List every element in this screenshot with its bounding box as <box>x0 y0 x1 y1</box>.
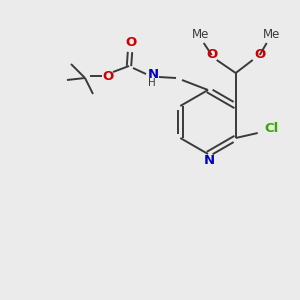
Text: O: O <box>102 70 114 83</box>
Text: Cl: Cl <box>265 122 279 134</box>
Text: N: N <box>203 154 214 167</box>
Text: Me: Me <box>263 28 281 40</box>
Text: O: O <box>125 37 136 50</box>
Text: H: H <box>148 78 156 88</box>
Text: Me: Me <box>192 28 209 40</box>
Text: N: N <box>147 68 159 80</box>
Text: O: O <box>254 49 265 62</box>
Text: O: O <box>206 49 217 62</box>
